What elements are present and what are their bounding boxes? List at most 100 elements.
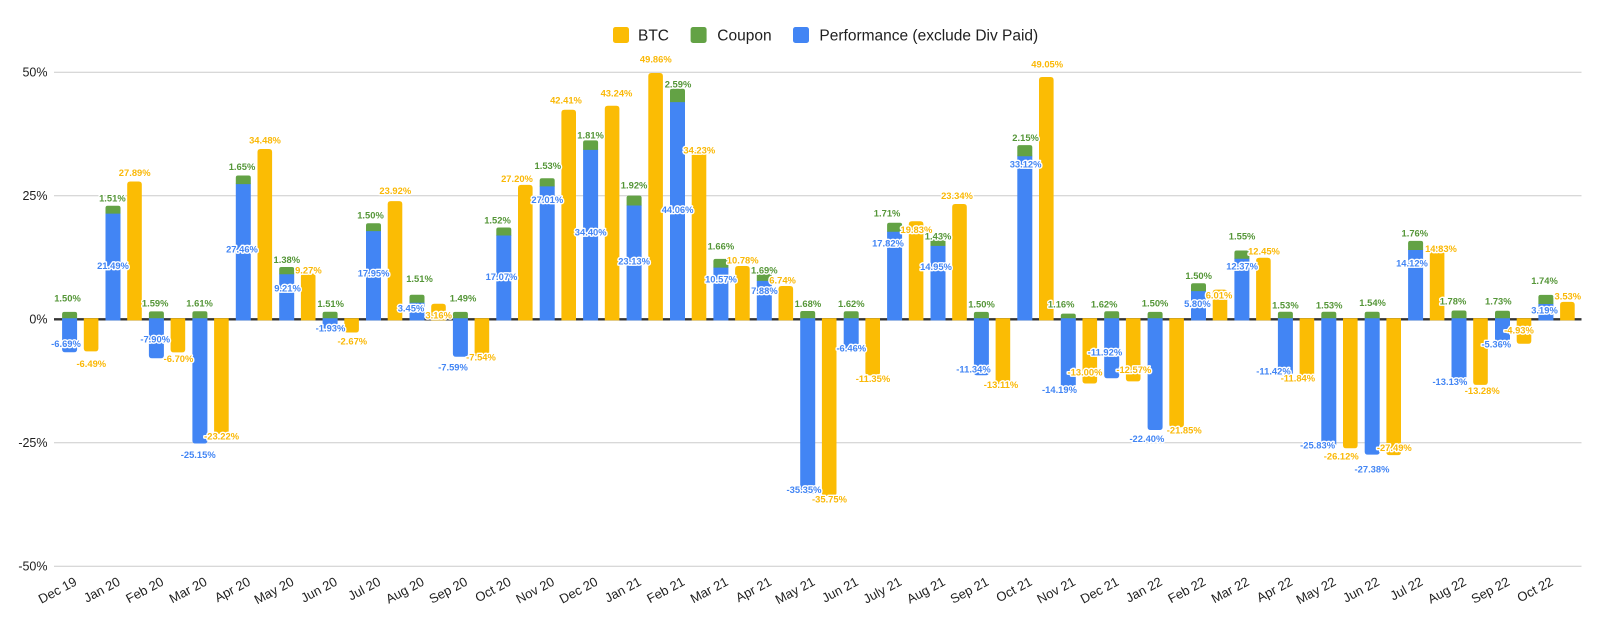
svg-text:1.51%: 1.51%	[99, 192, 126, 203]
svg-text:1.53%: 1.53%	[1272, 299, 1299, 310]
svg-text:1.52%: 1.52%	[484, 215, 511, 226]
svg-text:23.34%: 23.34%	[941, 190, 973, 201]
svg-text:1.69%: 1.69%	[751, 264, 778, 275]
svg-text:Coupon: Coupon	[717, 27, 771, 44]
svg-text:27.89%: 27.89%	[119, 167, 151, 178]
svg-text:23.92%: 23.92%	[379, 185, 411, 196]
svg-text:-13.11%: -13.11%	[984, 379, 1019, 390]
svg-text:1.73%: 1.73%	[1485, 295, 1512, 306]
svg-text:Performance (exclude Div Paid): Performance (exclude Div Paid)	[819, 27, 1038, 44]
svg-text:-2.67%: -2.67%	[337, 335, 367, 346]
svg-text:9.21%: 9.21%	[274, 283, 301, 294]
svg-text:-50%: -50%	[18, 560, 47, 574]
svg-text:-21.85%: -21.85%	[1167, 424, 1203, 435]
svg-text:-11.42%: -11.42%	[1256, 365, 1291, 376]
svg-text:-11.92%: -11.92%	[1088, 347, 1123, 358]
svg-text:3.53%: 3.53%	[1555, 290, 1582, 301]
svg-text:12.37%: 12.37%	[1226, 260, 1258, 271]
svg-text:-4.93%: -4.93%	[1504, 324, 1534, 335]
svg-text:-6.49%: -6.49%	[76, 358, 106, 369]
svg-text:-11.34%: -11.34%	[956, 364, 991, 375]
svg-text:2.15%: 2.15%	[1012, 132, 1039, 143]
svg-text:-6.69%: -6.69%	[51, 338, 81, 349]
svg-text:33.12%: 33.12%	[1010, 158, 1042, 169]
svg-text:3.19%: 3.19%	[1531, 304, 1558, 315]
svg-text:1.50%: 1.50%	[54, 293, 81, 304]
svg-text:-13.00%: -13.00%	[1068, 367, 1104, 378]
svg-text:14.83%: 14.83%	[1425, 243, 1457, 254]
svg-text:50%: 50%	[22, 66, 47, 80]
svg-text:-25%: -25%	[18, 436, 47, 450]
svg-text:1.61%: 1.61%	[186, 297, 213, 308]
svg-text:43.24%: 43.24%	[601, 87, 633, 98]
svg-text:34.48%: 34.48%	[249, 135, 281, 146]
svg-text:7.88%: 7.88%	[751, 285, 778, 296]
svg-text:17.07%: 17.07%	[486, 271, 518, 282]
svg-text:34.23%: 34.23%	[683, 144, 715, 155]
svg-text:19.83%: 19.83%	[901, 224, 933, 235]
svg-text:34.40%: 34.40%	[575, 227, 607, 238]
svg-text:49.86%: 49.86%	[640, 53, 672, 64]
svg-text:1.66%: 1.66%	[708, 241, 735, 252]
svg-text:3.45%: 3.45%	[398, 302, 425, 313]
svg-text:-11.35%: -11.35%	[856, 373, 891, 384]
svg-text:1.74%: 1.74%	[1531, 275, 1558, 286]
svg-text:10.57%: 10.57%	[705, 273, 737, 284]
svg-text:BTC: BTC	[638, 27, 669, 44]
svg-text:1.55%: 1.55%	[1229, 230, 1256, 241]
svg-text:1.50%: 1.50%	[968, 298, 995, 309]
svg-text:21.49%: 21.49%	[97, 260, 129, 271]
svg-text:-27.38%: -27.38%	[1355, 463, 1391, 474]
svg-text:-22.40%: -22.40%	[1129, 433, 1165, 444]
svg-text:1.51%: 1.51%	[406, 273, 433, 284]
svg-text:2.59%: 2.59%	[665, 78, 692, 89]
svg-text:-14.19%: -14.19%	[1042, 384, 1078, 395]
svg-text:23.13%: 23.13%	[618, 256, 650, 267]
svg-text:1.50%: 1.50%	[1142, 298, 1169, 309]
svg-text:1.50%: 1.50%	[357, 210, 384, 221]
svg-text:-25.83%: -25.83%	[1300, 440, 1336, 451]
svg-text:44.06%: 44.06%	[662, 204, 694, 215]
svg-text:-6.46%: -6.46%	[836, 342, 866, 353]
svg-text:-7.59%: -7.59%	[438, 361, 468, 372]
svg-text:-35.35%: -35.35%	[787, 484, 823, 495]
svg-text:49.05%: 49.05%	[1031, 58, 1063, 69]
svg-text:0%: 0%	[29, 313, 47, 327]
svg-text:1.68%: 1.68%	[795, 298, 822, 309]
svg-text:1.43%: 1.43%	[925, 231, 952, 242]
svg-text:1.54%: 1.54%	[1359, 297, 1386, 308]
svg-text:17.95%: 17.95%	[358, 267, 390, 278]
svg-text:5.80%: 5.80%	[1184, 298, 1211, 309]
svg-text:-7.90%: -7.90%	[140, 333, 170, 344]
svg-text:1.76%: 1.76%	[1402, 228, 1429, 239]
svg-text:-13.28%: -13.28%	[1465, 385, 1501, 396]
svg-text:1.59%: 1.59%	[142, 298, 169, 309]
svg-text:25%: 25%	[22, 189, 47, 203]
svg-text:-11.84%: -11.84%	[1281, 372, 1316, 383]
svg-text:1.62%: 1.62%	[838, 298, 865, 309]
svg-text:27.20%: 27.20%	[501, 173, 533, 184]
svg-text:-26.12%: -26.12%	[1324, 451, 1360, 462]
svg-text:-5.36%: -5.36%	[1481, 338, 1511, 349]
svg-text:6.01%: 6.01%	[1206, 290, 1233, 301]
svg-text:-6.70%: -6.70%	[164, 353, 194, 364]
svg-text:1.62%: 1.62%	[1091, 298, 1118, 309]
svg-text:27.01%: 27.01%	[531, 194, 563, 205]
svg-text:27.46%: 27.46%	[226, 244, 258, 255]
svg-text:-1.93%: -1.93%	[316, 323, 346, 334]
svg-text:3.16%: 3.16%	[425, 309, 452, 320]
svg-text:1.51%: 1.51%	[317, 298, 344, 309]
svg-text:1.81%: 1.81%	[577, 130, 604, 141]
svg-text:17.82%: 17.82%	[872, 237, 904, 248]
svg-text:9.27%: 9.27%	[295, 264, 322, 275]
svg-text:1.49%: 1.49%	[450, 292, 477, 303]
svg-text:1.50%: 1.50%	[1185, 270, 1212, 281]
svg-text:1.16%: 1.16%	[1048, 298, 1075, 309]
svg-text:1.71%: 1.71%	[874, 208, 901, 219]
svg-text:14.95%: 14.95%	[920, 261, 952, 272]
svg-text:1.65%: 1.65%	[229, 161, 256, 172]
svg-text:10.78%: 10.78%	[727, 254, 759, 265]
svg-text:14.12%: 14.12%	[1396, 258, 1428, 269]
svg-text:1.92%: 1.92%	[621, 180, 648, 191]
svg-text:1.78%: 1.78%	[1440, 295, 1467, 306]
